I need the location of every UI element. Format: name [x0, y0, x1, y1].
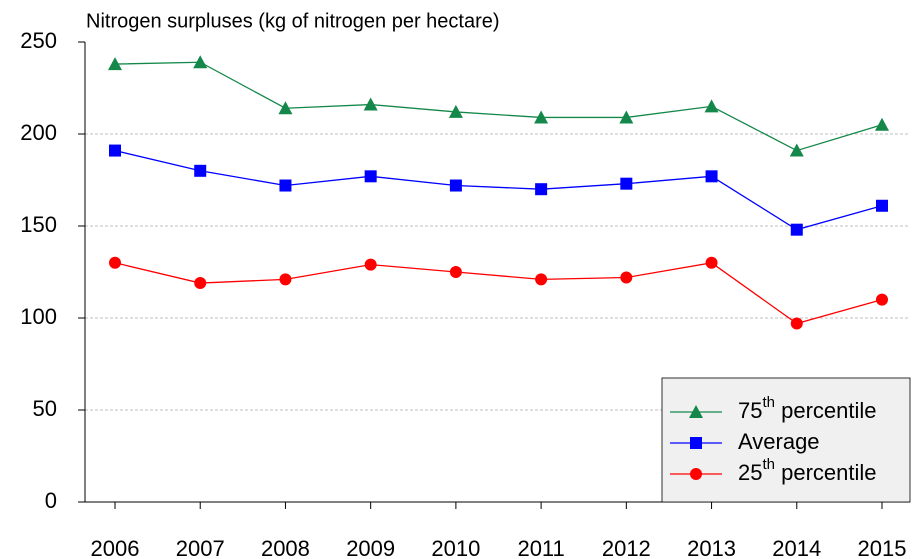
marker [279, 179, 292, 192]
marker [535, 183, 548, 196]
x-tick-label: 2010 [431, 536, 480, 559]
marker [876, 293, 888, 306]
marker [109, 256, 121, 269]
x-tick-label: 2011 [517, 536, 564, 559]
marker [194, 164, 207, 177]
marker [790, 317, 803, 330]
x-tick-label: 2006 [91, 536, 140, 559]
marker [875, 117, 889, 131]
marker [690, 437, 702, 449]
marker [364, 170, 377, 183]
marker [535, 273, 548, 286]
series-line [114, 262, 883, 325]
x-tick-label: 2013 [687, 536, 736, 559]
marker [704, 99, 719, 113]
marker [108, 57, 122, 71]
chart-title: Nitrogen surpluses (kg of nitrogen per h… [86, 10, 500, 32]
marker [620, 271, 633, 284]
y-tick-label: 50 [33, 396, 57, 421]
x-tick-label: 2012 [602, 536, 651, 559]
marker [705, 256, 718, 269]
marker [109, 144, 121, 157]
marker [194, 277, 207, 290]
marker [690, 468, 702, 480]
x-tick-label: 2009 [346, 536, 395, 559]
marker [619, 110, 634, 124]
series-line [114, 61, 883, 152]
y-tick-label: 200 [20, 120, 57, 145]
legend-box [661, 377, 911, 503]
x-tick-label: 2008 [261, 536, 310, 559]
y-tick-label: 0 [45, 488, 57, 513]
legend-label: Average [738, 429, 820, 454]
marker [789, 143, 804, 157]
legend-label: 25th percentile [738, 456, 877, 485]
marker [689, 405, 703, 418]
marker [790, 223, 803, 236]
legend-label: 75th percentile [738, 394, 877, 423]
x-tick-label: 2014 [772, 536, 821, 559]
marker [363, 97, 378, 111]
x-tick-label: 2007 [176, 536, 225, 559]
marker [279, 273, 292, 286]
series-line [114, 149, 883, 231]
marker [449, 266, 462, 278]
y-tick-label: 250 [20, 28, 57, 53]
marker [193, 55, 208, 69]
marker [876, 199, 888, 212]
marker [620, 177, 633, 190]
marker [448, 104, 463, 118]
marker [364, 258, 377, 271]
x-tick-label: 2015 [858, 536, 907, 559]
marker [534, 110, 549, 124]
y-tick-label: 100 [20, 304, 57, 329]
marker [449, 179, 462, 192]
marker [278, 101, 293, 115]
y-tick-label: 150 [20, 212, 57, 237]
marker [705, 170, 718, 183]
